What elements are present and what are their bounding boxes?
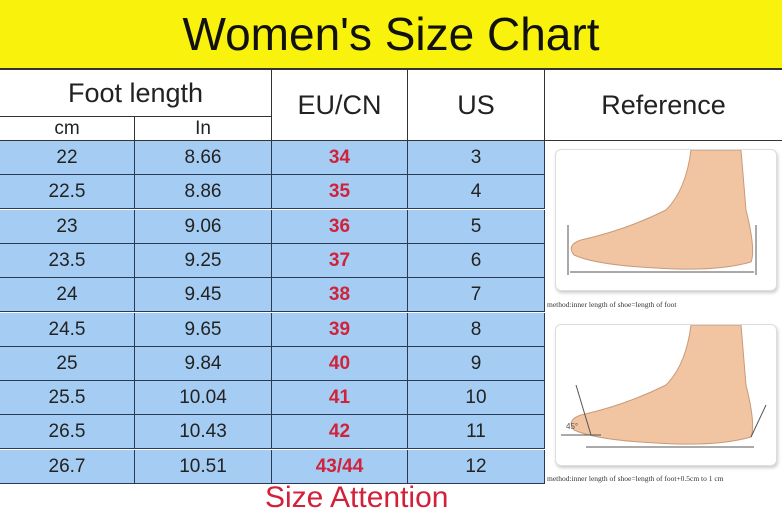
cell-us: 12 (408, 449, 545, 483)
foot-icon (567, 149, 757, 275)
header-divider (0, 140, 782, 142)
table-row: 24 9.45 38 7 (0, 278, 545, 313)
cell-cm: 25 (0, 346, 135, 380)
cell-eu: 39 (272, 312, 408, 346)
header-cm: cm (0, 117, 135, 141)
cell-in: 9.84 (135, 346, 272, 380)
cell-cm: 23.5 (0, 243, 135, 277)
table-row: 26.5 10.43 42 11 (0, 415, 545, 450)
cell-eu: 42 (272, 415, 408, 449)
cell-in: 9.25 (135, 243, 272, 277)
cell-eu: 35 (272, 175, 408, 209)
cell-in: 8.66 (135, 141, 272, 174)
table-row: 23 9.06 36 5 (0, 209, 545, 244)
cell-us: 6 (408, 243, 545, 277)
table-row: 25.5 10.04 41 10 (0, 381, 545, 416)
table-row: 26.7 10.51 43/44 12 (0, 449, 545, 484)
foot-icon: 45° (561, 324, 767, 448)
cell-eu: 41 (272, 381, 408, 415)
cell-us: 10 (408, 381, 545, 415)
cell-in: 9.06 (135, 209, 272, 243)
cell-eu: 37 (272, 243, 408, 277)
cell-in: 10.04 (135, 381, 272, 415)
cell-us: 8 (408, 312, 545, 346)
cell-us: 3 (408, 141, 545, 174)
table-row: 22 8.66 34 3 (0, 141, 545, 175)
table-row: 22.5 8.86 35 4 (0, 175, 545, 210)
table-row: 23.5 9.25 37 6 (0, 243, 545, 278)
cell-us: 7 (408, 278, 545, 312)
cell-in: 8.86 (135, 175, 272, 209)
cell-us: 4 (408, 175, 545, 209)
cell-cm: 23 (0, 209, 135, 243)
cell-eu: 34 (272, 141, 408, 174)
size-attention-heading: Size Attention (265, 481, 449, 514)
header-reference: Reference (545, 70, 782, 141)
table-row: 24.5 9.65 39 8 (0, 312, 545, 347)
cell-eu: 36 (272, 209, 408, 243)
cell-in: 10.43 (135, 415, 272, 449)
cell-cm: 24 (0, 278, 135, 312)
cell-us: 11 (408, 415, 545, 449)
cell-cm: 22 (0, 141, 135, 174)
cell-in: 10.51 (135, 449, 272, 483)
cell-us: 9 (408, 346, 545, 380)
foot-diagram-2: 45° (555, 324, 777, 466)
reference-panel: method:inner length of shoe=length of fo… (545, 141, 782, 484)
cell-eu: 40 (272, 346, 408, 380)
header-foot-length: Foot length (0, 70, 272, 117)
header-eu: EU/CN (272, 70, 408, 141)
caption-2: method:inner length of shoe=length of fo… (547, 474, 724, 483)
cell-us: 5 (408, 209, 545, 243)
cell-cm: 22.5 (0, 175, 135, 209)
cell-in: 9.65 (135, 312, 272, 346)
caption-1: method:inner length of shoe=length of fo… (547, 300, 677, 309)
cell-eu: 43/44 (272, 449, 408, 483)
foot-diagram-1 (555, 149, 777, 291)
cell-cm: 24.5 (0, 312, 135, 346)
angle-label: 45° (566, 422, 578, 431)
header-us: US (408, 70, 545, 141)
chart-title: Women's Size Chart (0, 0, 782, 70)
cell-cm: 25.5 (0, 381, 135, 415)
table-row: 25 9.84 40 9 (0, 346, 545, 381)
header-in: In (135, 117, 272, 141)
cell-in: 9.45 (135, 278, 272, 312)
cell-cm: 26.7 (0, 449, 135, 483)
cell-cm: 26.5 (0, 415, 135, 449)
cell-eu: 38 (272, 278, 408, 312)
